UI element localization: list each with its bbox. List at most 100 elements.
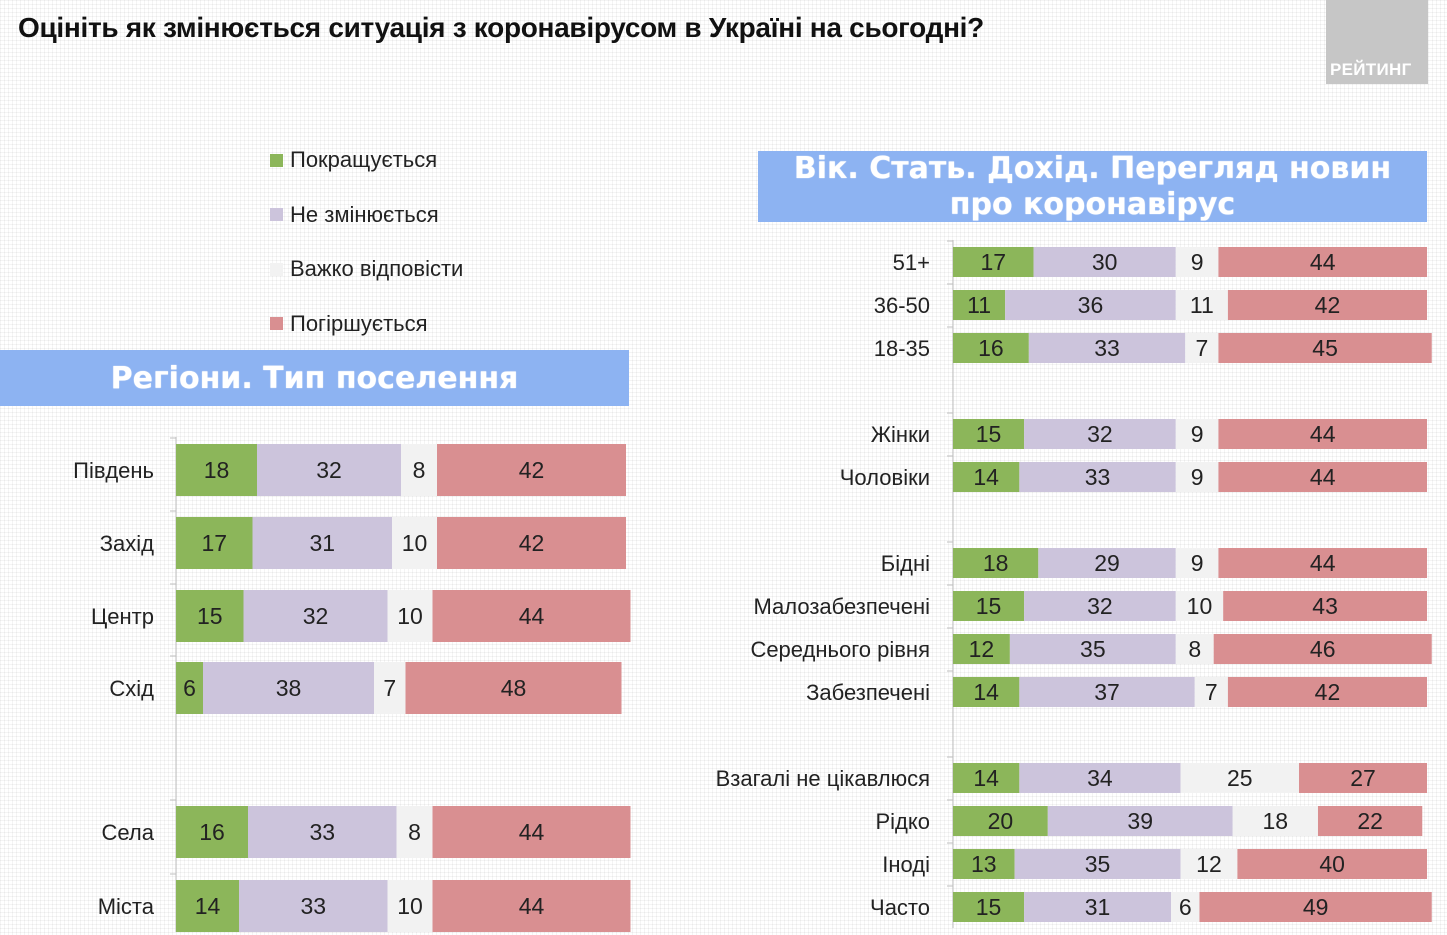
bar-segment-hard-to-say bbox=[1232, 806, 1318, 836]
bar-segment-unchanged bbox=[239, 880, 388, 932]
bar-segment-worsening bbox=[1218, 247, 1427, 277]
category-label: Чоловіки bbox=[840, 465, 930, 490]
category-label: Міста bbox=[98, 894, 155, 919]
bar-segment-hard-to-say bbox=[1180, 849, 1238, 879]
data-label: 11 bbox=[1190, 292, 1214, 318]
data-label: 29 bbox=[1094, 550, 1120, 576]
data-label: 32 bbox=[1087, 421, 1113, 447]
data-label: 49 bbox=[1303, 894, 1329, 920]
data-label: 33 bbox=[309, 819, 335, 845]
bar-segment-worsening bbox=[437, 517, 626, 569]
category-label: Рідко bbox=[875, 809, 930, 834]
data-label: 44 bbox=[1310, 249, 1336, 275]
bar-segment-hard-to-say bbox=[1175, 247, 1219, 277]
data-label: 33 bbox=[300, 893, 326, 919]
bar-segment-worsening bbox=[1218, 333, 1432, 363]
data-label: 31 bbox=[309, 530, 335, 556]
data-label: 43 bbox=[1312, 593, 1338, 619]
bar-segment-improving bbox=[176, 806, 248, 858]
bar-segment-improving bbox=[953, 462, 1020, 492]
data-label: 27 bbox=[1350, 765, 1376, 791]
data-label: 9 bbox=[1191, 550, 1204, 576]
data-label: 14 bbox=[973, 679, 999, 705]
legend-item-unchanged: Не змінюється bbox=[270, 198, 463, 232]
bar-segment-hard-to-say bbox=[1175, 290, 1228, 320]
bar-segment-hard-to-say bbox=[387, 880, 433, 932]
data-label: 44 bbox=[1310, 421, 1336, 447]
bar-segment-hard-to-say bbox=[1175, 548, 1219, 578]
data-label: 8 bbox=[413, 457, 426, 483]
bar-segment-improving bbox=[953, 763, 1020, 793]
bar-segment-unchanged bbox=[1038, 548, 1176, 578]
data-label: 33 bbox=[1094, 335, 1120, 361]
data-label: 39 bbox=[1127, 808, 1153, 834]
data-label: 14 bbox=[973, 765, 999, 791]
data-label: 10 bbox=[1187, 593, 1213, 619]
bar-segment-improving bbox=[953, 849, 1015, 879]
bar-segment-unchanged bbox=[203, 662, 374, 714]
bar-segment-improving bbox=[953, 677, 1020, 707]
data-label: 33 bbox=[1085, 464, 1111, 490]
bar-segment-hard-to-say bbox=[1175, 419, 1219, 449]
data-label: 18 bbox=[204, 457, 230, 483]
page-title: Оцініть як змінюється ситуація з коронав… bbox=[18, 12, 984, 43]
data-label: 17 bbox=[980, 249, 1006, 275]
bar-segment-unchanged bbox=[1005, 290, 1176, 320]
bar-segment-improving bbox=[953, 290, 1006, 320]
legend-item-worsening: Погіршується bbox=[270, 307, 463, 341]
bar-segment-hard-to-say bbox=[1175, 462, 1219, 492]
bar-segment-unchanged bbox=[1019, 677, 1195, 707]
category-label: Села bbox=[102, 820, 155, 845]
data-label: 13 bbox=[971, 851, 997, 877]
bar-segment-worsening bbox=[1213, 634, 1432, 664]
data-label: 16 bbox=[199, 819, 225, 845]
data-label: 25 bbox=[1227, 765, 1253, 791]
banner-demographics: Вік. Стать. Дохід. Перегляд новин про ко… bbox=[758, 151, 1427, 222]
data-label: 9 bbox=[1191, 464, 1204, 490]
bar-segment-hard-to-say bbox=[1175, 634, 1214, 664]
data-label: 37 bbox=[1094, 679, 1120, 705]
data-label: 38 bbox=[276, 675, 302, 701]
legend-item-hard-to-say: Важко відповісти bbox=[270, 252, 463, 286]
bar-segment-hard-to-say bbox=[401, 444, 437, 496]
legend-swatch-worsening bbox=[270, 317, 283, 330]
bar-segment-worsening bbox=[405, 662, 622, 714]
bar-segment-improving bbox=[953, 247, 1034, 277]
banner-demographics-line1: Вік. Стать. Дохід. Перегляд новин bbox=[793, 150, 1392, 186]
bar-segment-unchanged bbox=[1024, 591, 1176, 621]
bar-segment-improving bbox=[176, 880, 239, 932]
legend-label-improving: Покращується bbox=[290, 147, 438, 172]
data-label: 11 bbox=[967, 292, 991, 318]
bar-segment-hard-to-say bbox=[392, 517, 437, 569]
bar-segment-hard-to-say bbox=[1175, 591, 1224, 621]
data-label: 22 bbox=[1357, 808, 1383, 834]
data-label: 16 bbox=[978, 335, 1004, 361]
category-label: Бідні bbox=[881, 551, 930, 576]
bar-segment-improving bbox=[176, 444, 257, 496]
category-label: Захід bbox=[100, 531, 154, 556]
data-label: 9 bbox=[1191, 249, 1204, 275]
legend-label-worsening: Погіршується bbox=[290, 310, 428, 336]
bar-segment-worsening bbox=[1227, 677, 1427, 707]
bar-segment-unchanged bbox=[248, 806, 397, 858]
category-label: Середнього рівня bbox=[750, 637, 930, 662]
category-label: Забезпечені bbox=[806, 680, 930, 705]
data-label: 42 bbox=[1315, 679, 1341, 705]
category-label: 36-50 bbox=[874, 293, 930, 318]
data-label: 8 bbox=[408, 819, 421, 845]
data-label: 31 bbox=[1085, 894, 1111, 920]
category-label: Часто bbox=[870, 895, 930, 920]
bar-segment-unchanged bbox=[1019, 462, 1176, 492]
data-label: 34 bbox=[1087, 765, 1113, 791]
bar-segment-hard-to-say bbox=[374, 662, 406, 714]
bar-segment-improving bbox=[953, 892, 1025, 922]
data-label: 44 bbox=[1310, 464, 1336, 490]
bar-segment-worsening bbox=[437, 444, 626, 496]
bar-segment-worsening bbox=[1223, 591, 1427, 621]
bar-segment-unchanged bbox=[1047, 806, 1233, 836]
bar-segment-unchanged bbox=[1028, 333, 1186, 363]
bar-segment-worsening bbox=[1317, 806, 1423, 836]
data-label: 35 bbox=[1080, 636, 1106, 662]
bar-segment-worsening bbox=[1199, 892, 1432, 922]
data-label: 42 bbox=[519, 457, 545, 483]
